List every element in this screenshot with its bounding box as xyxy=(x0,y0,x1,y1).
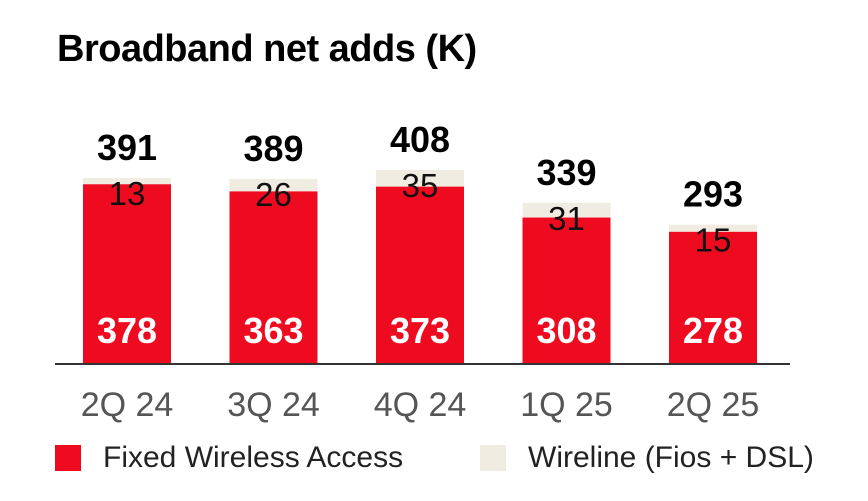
x-tick-label: 2Q 24 xyxy=(81,386,174,424)
legend-item-wireline: Wireline (Fios + DSL) xyxy=(480,440,814,476)
data-label-total: 293 xyxy=(683,174,743,215)
data-label-total: 408 xyxy=(390,119,450,160)
data-label-wireline: 26 xyxy=(255,176,292,213)
data-label-fixed-wireless: 373 xyxy=(390,310,450,351)
bar-wireline xyxy=(522,202,611,218)
bar-fixed-wireless xyxy=(83,184,171,364)
x-tick-label: 4Q 24 xyxy=(374,386,467,424)
bar-fixed-wireless xyxy=(669,231,757,364)
legend-swatch-fixed-wireless xyxy=(55,445,81,471)
data-label-total: 391 xyxy=(97,127,157,168)
bar-fixed-wireless xyxy=(376,186,464,364)
legend-label-wireline: Wireline (Fios + DSL) xyxy=(528,441,814,474)
data-label-fixed-wireless: 278 xyxy=(683,310,743,351)
bar-wireline xyxy=(669,224,757,232)
x-tick-label: 2Q 25 xyxy=(667,386,760,424)
data-label-wireline: 15 xyxy=(695,222,732,259)
data-label-total: 339 xyxy=(536,152,596,193)
data-label-wireline: 31 xyxy=(548,200,585,237)
data-label-wireline: 35 xyxy=(402,167,439,204)
chart-title: Broadband net adds (K) xyxy=(57,28,477,70)
data-label-total: 389 xyxy=(243,128,303,169)
data-label-fixed-wireless: 308 xyxy=(536,310,596,351)
legend-item-fixed-wireless: Fixed Wireless Access xyxy=(55,440,403,476)
stacked-bar-chart: 378 13 391 2Q 24 363 26 389 3Q 24 373 35 408 4Q 24 3… xyxy=(55,119,790,424)
bar-wireline xyxy=(376,170,464,187)
x-tick-label: 1Q 25 xyxy=(520,386,613,424)
bar-fixed-wireless xyxy=(522,217,611,364)
bar-wireline xyxy=(83,178,171,185)
data-label-fixed-wireless: 363 xyxy=(243,310,303,351)
legend-swatch-wireline xyxy=(480,445,506,471)
data-label-wireline: 13 xyxy=(109,175,146,212)
legend-label-fixed-wireless: Fixed Wireless Access xyxy=(103,441,404,474)
bar-wireline xyxy=(229,179,318,192)
x-tick-label: 3Q 24 xyxy=(227,386,320,424)
bar-fixed-wireless xyxy=(229,191,318,364)
data-label-fixed-wireless: 378 xyxy=(97,310,157,351)
